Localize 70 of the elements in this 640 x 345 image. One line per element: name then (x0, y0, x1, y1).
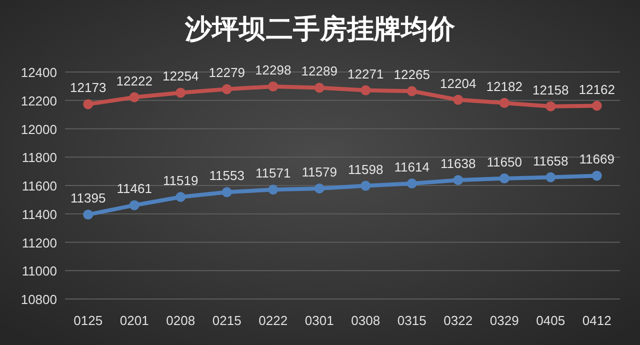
point (453, 94, 464, 105)
point (222, 187, 232, 198)
y-tick-label: 11600 (22, 178, 57, 194)
point (268, 184, 278, 195)
point (546, 172, 556, 182)
point (360, 180, 371, 191)
data-label: 11658 (533, 153, 568, 168)
data-label: 12173 (70, 80, 106, 96)
point (592, 100, 602, 111)
y-tick-label: 10800 (20, 292, 57, 307)
x-tick-label: 0329 (490, 313, 519, 328)
data-label: 11638 (440, 156, 476, 172)
point (314, 82, 324, 93)
data-label: 12298 (255, 62, 292, 78)
x-tick-label: 0322 (444, 313, 473, 328)
data-label: 12182 (486, 78, 522, 94)
data-label: 11669 (579, 152, 614, 167)
data-label: 11598 (348, 162, 384, 177)
point (314, 183, 324, 194)
data-label: 11461 (116, 181, 152, 196)
data-label: 11579 (302, 164, 337, 180)
point (83, 210, 94, 220)
point (83, 99, 94, 110)
y-tick-label: 11200 (22, 235, 57, 250)
data-label: 12158 (532, 82, 569, 98)
y-tick-label: 12000 (20, 122, 57, 137)
point (129, 92, 140, 102)
data-label: 11650 (486, 154, 522, 170)
x-tick-label: 0125 (74, 313, 103, 328)
x-tick-label: 0201 (120, 313, 149, 328)
data-label: 12222 (116, 73, 152, 88)
point (176, 192, 186, 202)
data-label: 12254 (162, 68, 199, 84)
point (176, 88, 186, 98)
x-tick-label: 0405 (536, 313, 566, 328)
data-label: 12265 (394, 67, 430, 82)
point (592, 170, 602, 181)
point (546, 101, 556, 112)
point (453, 175, 464, 186)
data-label: 12289 (301, 64, 338, 79)
chart-title: 沙坪坝二手房挂牌均价 (184, 14, 456, 44)
y-tick-label: 11800 (22, 150, 57, 166)
x-tick-label: 0308 (351, 313, 380, 328)
x-tick-label: 0222 (258, 313, 288, 328)
point (129, 200, 140, 210)
y-tick-label: 11000 (22, 264, 57, 279)
data-label: 11519 (163, 172, 198, 188)
y-tick-label: 11400 (22, 206, 57, 222)
x-tick-label: 0208 (166, 313, 196, 328)
data-label: 12204 (440, 76, 476, 91)
y-tick-label: 12200 (20, 93, 57, 108)
point (499, 173, 510, 184)
data-label: 12162 (578, 82, 615, 97)
data-label: 12271 (348, 66, 384, 82)
x-tick-label: 0412 (582, 313, 612, 328)
x-tick-label: 0215 (212, 313, 242, 328)
data-label: 12279 (208, 65, 245, 80)
point (499, 98, 510, 108)
point (268, 81, 278, 92)
data-label: 11553 (209, 168, 244, 184)
y-tick-label: 12400 (20, 65, 57, 80)
point (406, 178, 417, 189)
point (406, 86, 417, 96)
data-label: 11571 (256, 166, 291, 181)
data-label: 11614 (394, 160, 430, 175)
x-tick-label: 0301 (304, 313, 334, 328)
point (222, 84, 232, 94)
point (360, 85, 371, 96)
x-tick-label: 0315 (397, 313, 426, 328)
data-label: 11395 (70, 190, 106, 206)
